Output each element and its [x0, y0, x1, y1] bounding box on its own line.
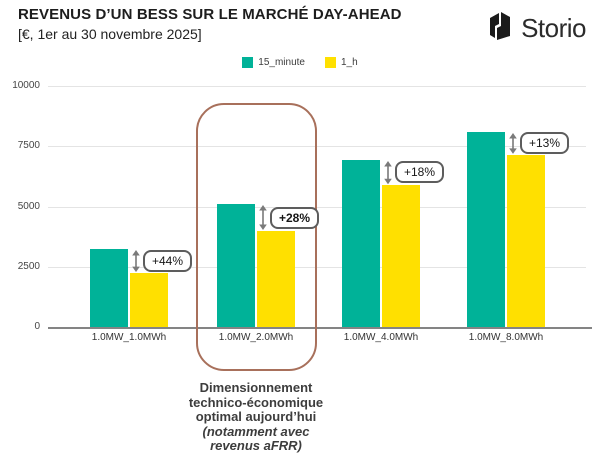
- diff-badge: +44%: [143, 249, 193, 272]
- x-axis-label: 1.0MW_4.0MWh: [343, 332, 419, 343]
- diff-arrow-icon: [131, 249, 141, 277]
- annotation-line-italic: revenus aFRR): [210, 438, 302, 453]
- annotation-line: Dimensionnement: [199, 380, 313, 395]
- storio-mark-icon: [486, 10, 514, 47]
- bar-15_minute: [467, 131, 505, 327]
- bar-15_minute: [342, 159, 380, 327]
- bar-chart: 0 2500 5000 7500 10000 +44% 1.0MW_1.0MWh +28% 1.…: [0, 78, 600, 380]
- chart-legend: 15_minute 1_h: [0, 57, 600, 68]
- diff-arrow-icon: [258, 205, 268, 235]
- y-axis-tick-label: 0: [34, 321, 40, 332]
- y-axis-tick-label: 10000: [12, 80, 40, 91]
- page-subtitle: [€, 1er au 30 novembre 2025]: [18, 26, 202, 42]
- x-axis-label: 1.0MW_8.0MWh: [468, 332, 544, 343]
- bar-1_h: [130, 272, 168, 327]
- legend-swatch-icon: [325, 57, 336, 68]
- bar-15_minute: [217, 204, 255, 327]
- x-axis-label: 1.0MW_2.0MWh: [218, 332, 294, 343]
- bar-15_minute: [90, 248, 128, 327]
- y-axis-tick-label: 2500: [17, 260, 40, 272]
- gridline: [48, 206, 586, 208]
- annotation-line-italic: (notamment avec: [202, 423, 310, 439]
- bar-1_h: [382, 184, 420, 327]
- diff-badge: +13%: [520, 132, 570, 155]
- storio-logo-text: Storio: [521, 13, 586, 43]
- title-block: REVENUS D’UN BESS SUR LE MARCHÉ DAY-AHEA…: [18, 6, 402, 42]
- legend-item: 15_minute: [242, 57, 305, 68]
- diff-arrow-icon: [508, 132, 518, 159]
- y-axis-tick-label: 5000: [17, 200, 40, 212]
- annotation-line: technico-économique: [188, 394, 324, 410]
- page-header: REVENUS D’UN BESS SUR LE MARCHÉ DAY-AHEA…: [18, 6, 586, 47]
- bar-1_h: [257, 231, 295, 327]
- diff-arrow-icon: [383, 160, 393, 189]
- annotation-line: optimal aujourd’hui: [195, 409, 317, 424]
- legend-item: 1_h: [325, 57, 358, 68]
- diff-badge: +18%: [395, 161, 445, 184]
- gridline: [48, 266, 586, 268]
- annotation-text: Dimensionnement technico-économique opti…: [156, 380, 356, 454]
- highlight-box: [196, 103, 317, 371]
- bar-1_h: [507, 154, 545, 327]
- x-axis-label: 1.0MW_1.0MWh: [91, 332, 167, 343]
- legend-swatch-icon: [242, 57, 254, 68]
- y-axis-tick-label: 7500: [17, 140, 40, 152]
- x-axis-line: [48, 327, 592, 329]
- legend-label: 15_minute: [258, 57, 305, 68]
- gridline: [48, 86, 586, 87]
- page-title: REVENUS D’UN BESS SUR LE MARCHÉ DAY-AHEA…: [18, 6, 402, 23]
- diff-badge: +28%: [270, 206, 320, 229]
- storio-logo: Storio: [486, 10, 586, 47]
- legend-label: 1_h: [341, 57, 358, 68]
- gridline: [48, 146, 586, 148]
